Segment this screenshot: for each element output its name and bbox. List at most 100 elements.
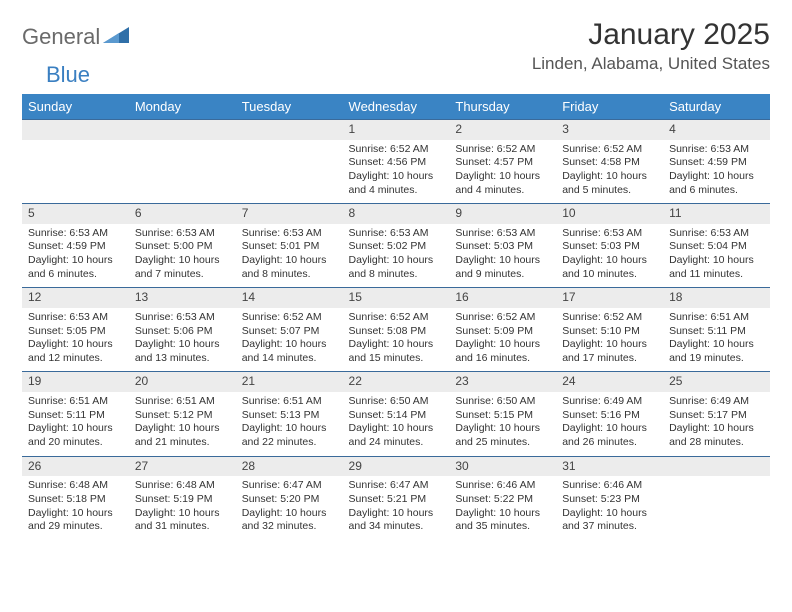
daylight-line: Daylight: 10 hours and 6 minutes. <box>669 170 764 197</box>
calendar-page: General January 2025 Linden, Alabama, Un… <box>0 0 792 558</box>
daylight-line: Daylight: 10 hours and 7 minutes. <box>135 254 230 281</box>
sunrise-line: Sunrise: 6:53 AM <box>28 311 123 325</box>
day-number-cell: 2 <box>449 120 556 140</box>
day-detail-cell: Sunrise: 6:53 AMSunset: 5:03 PMDaylight:… <box>556 224 663 288</box>
day-detail-cell: Sunrise: 6:52 AMSunset: 5:08 PMDaylight:… <box>343 308 450 372</box>
sunrise-line: Sunrise: 6:52 AM <box>455 143 550 157</box>
day-detail-cell <box>663 476 770 540</box>
day-number-row: 12131415161718 <box>22 288 770 308</box>
brand-part2: Blue <box>46 62 90 88</box>
day-header: Thursday <box>449 94 556 120</box>
daylight-line: Daylight: 10 hours and 29 minutes. <box>28 507 123 534</box>
sunrise-line: Sunrise: 6:52 AM <box>562 311 657 325</box>
sunset-line: Sunset: 5:02 PM <box>349 240 444 254</box>
sunset-line: Sunset: 5:11 PM <box>28 409 123 423</box>
day-number-cell: 28 <box>236 456 343 476</box>
day-detail-cell: Sunrise: 6:49 AMSunset: 5:16 PMDaylight:… <box>556 392 663 456</box>
day-number-cell <box>236 120 343 140</box>
day-header: Tuesday <box>236 94 343 120</box>
day-detail-cell: Sunrise: 6:52 AMSunset: 5:09 PMDaylight:… <box>449 308 556 372</box>
day-detail-cell: Sunrise: 6:53 AMSunset: 5:02 PMDaylight:… <box>343 224 450 288</box>
daylight-line: Daylight: 10 hours and 31 minutes. <box>135 507 230 534</box>
day-number-cell: 25 <box>663 372 770 392</box>
day-detail-cell: Sunrise: 6:53 AMSunset: 5:01 PMDaylight:… <box>236 224 343 288</box>
sunset-line: Sunset: 5:09 PM <box>455 325 550 339</box>
sunset-line: Sunset: 5:07 PM <box>242 325 337 339</box>
day-details-row: Sunrise: 6:53 AMSunset: 4:59 PMDaylight:… <box>22 224 770 288</box>
daylight-line: Daylight: 10 hours and 11 minutes. <box>669 254 764 281</box>
sunset-line: Sunset: 5:03 PM <box>562 240 657 254</box>
day-detail-cell: Sunrise: 6:48 AMSunset: 5:19 PMDaylight:… <box>129 476 236 540</box>
day-detail-cell: Sunrise: 6:53 AMSunset: 4:59 PMDaylight:… <box>22 224 129 288</box>
daylight-line: Daylight: 10 hours and 4 minutes. <box>349 170 444 197</box>
day-number-cell: 4 <box>663 120 770 140</box>
day-detail-cell: Sunrise: 6:53 AMSunset: 5:03 PMDaylight:… <box>449 224 556 288</box>
sunrise-line: Sunrise: 6:52 AM <box>242 311 337 325</box>
day-detail-cell: Sunrise: 6:53 AMSunset: 5:00 PMDaylight:… <box>129 224 236 288</box>
sunrise-line: Sunrise: 6:53 AM <box>349 227 444 241</box>
day-number-cell: 19 <box>22 372 129 392</box>
day-number-cell: 21 <box>236 372 343 392</box>
day-number-cell: 12 <box>22 288 129 308</box>
sunset-line: Sunset: 4:56 PM <box>349 156 444 170</box>
day-number-cell: 31 <box>556 456 663 476</box>
day-detail-cell: Sunrise: 6:52 AMSunset: 4:56 PMDaylight:… <box>343 140 450 204</box>
sunset-line: Sunset: 5:22 PM <box>455 493 550 507</box>
daylight-line: Daylight: 10 hours and 9 minutes. <box>455 254 550 281</box>
sunrise-line: Sunrise: 6:46 AM <box>455 479 550 493</box>
brand-part1: General <box>22 24 100 50</box>
day-number-cell: 10 <box>556 204 663 224</box>
sunrise-line: Sunrise: 6:53 AM <box>669 227 764 241</box>
day-number-cell: 22 <box>343 372 450 392</box>
sunset-line: Sunset: 5:06 PM <box>135 325 230 339</box>
day-detail-cell: Sunrise: 6:51 AMSunset: 5:11 PMDaylight:… <box>663 308 770 372</box>
day-detail-cell: Sunrise: 6:46 AMSunset: 5:23 PMDaylight:… <box>556 476 663 540</box>
daylight-line: Daylight: 10 hours and 14 minutes. <box>242 338 337 365</box>
sunrise-line: Sunrise: 6:48 AM <box>135 479 230 493</box>
sunrise-line: Sunrise: 6:46 AM <box>562 479 657 493</box>
daylight-line: Daylight: 10 hours and 13 minutes. <box>135 338 230 365</box>
sunrise-line: Sunrise: 6:52 AM <box>349 143 444 157</box>
day-number-row: 567891011 <box>22 204 770 224</box>
sunset-line: Sunset: 5:01 PM <box>242 240 337 254</box>
day-detail-cell: Sunrise: 6:53 AMSunset: 4:59 PMDaylight:… <box>663 140 770 204</box>
sunset-line: Sunset: 5:20 PM <box>242 493 337 507</box>
daylight-line: Daylight: 10 hours and 32 minutes. <box>242 507 337 534</box>
sunrise-line: Sunrise: 6:51 AM <box>28 395 123 409</box>
daylight-line: Daylight: 10 hours and 16 minutes. <box>455 338 550 365</box>
sunset-line: Sunset: 5:23 PM <box>562 493 657 507</box>
sunset-line: Sunset: 5:19 PM <box>135 493 230 507</box>
sunset-line: Sunset: 5:15 PM <box>455 409 550 423</box>
sunset-line: Sunset: 4:58 PM <box>562 156 657 170</box>
daylight-line: Daylight: 10 hours and 8 minutes. <box>242 254 337 281</box>
day-number-cell: 26 <box>22 456 129 476</box>
day-detail-cell <box>129 140 236 204</box>
day-header: Sunday <box>22 94 129 120</box>
sunrise-line: Sunrise: 6:53 AM <box>28 227 123 241</box>
day-number-cell <box>663 456 770 476</box>
day-detail-cell: Sunrise: 6:48 AMSunset: 5:18 PMDaylight:… <box>22 476 129 540</box>
day-number-cell: 6 <box>129 204 236 224</box>
sunrise-line: Sunrise: 6:53 AM <box>562 227 657 241</box>
sunset-line: Sunset: 4:59 PM <box>28 240 123 254</box>
day-detail-cell: Sunrise: 6:52 AMSunset: 4:58 PMDaylight:… <box>556 140 663 204</box>
sunset-line: Sunset: 5:05 PM <box>28 325 123 339</box>
sunrise-line: Sunrise: 6:49 AM <box>562 395 657 409</box>
daylight-line: Daylight: 10 hours and 15 minutes. <box>349 338 444 365</box>
calendar-table: Sunday Monday Tuesday Wednesday Thursday… <box>22 94 770 540</box>
day-number-cell: 15 <box>343 288 450 308</box>
sunrise-line: Sunrise: 6:53 AM <box>669 143 764 157</box>
daylight-line: Daylight: 10 hours and 35 minutes. <box>455 507 550 534</box>
day-detail-cell: Sunrise: 6:50 AMSunset: 5:14 PMDaylight:… <box>343 392 450 456</box>
sunset-line: Sunset: 5:18 PM <box>28 493 123 507</box>
day-detail-cell: Sunrise: 6:52 AMSunset: 5:10 PMDaylight:… <box>556 308 663 372</box>
day-number-cell <box>129 120 236 140</box>
day-detail-cell: Sunrise: 6:52 AMSunset: 4:57 PMDaylight:… <box>449 140 556 204</box>
sunset-line: Sunset: 5:14 PM <box>349 409 444 423</box>
sunset-line: Sunset: 5:13 PM <box>242 409 337 423</box>
day-number-cell: 1 <box>343 120 450 140</box>
sunrise-line: Sunrise: 6:47 AM <box>242 479 337 493</box>
day-detail-cell: Sunrise: 6:47 AMSunset: 5:21 PMDaylight:… <box>343 476 450 540</box>
sunrise-line: Sunrise: 6:52 AM <box>562 143 657 157</box>
day-detail-cell: Sunrise: 6:49 AMSunset: 5:17 PMDaylight:… <box>663 392 770 456</box>
